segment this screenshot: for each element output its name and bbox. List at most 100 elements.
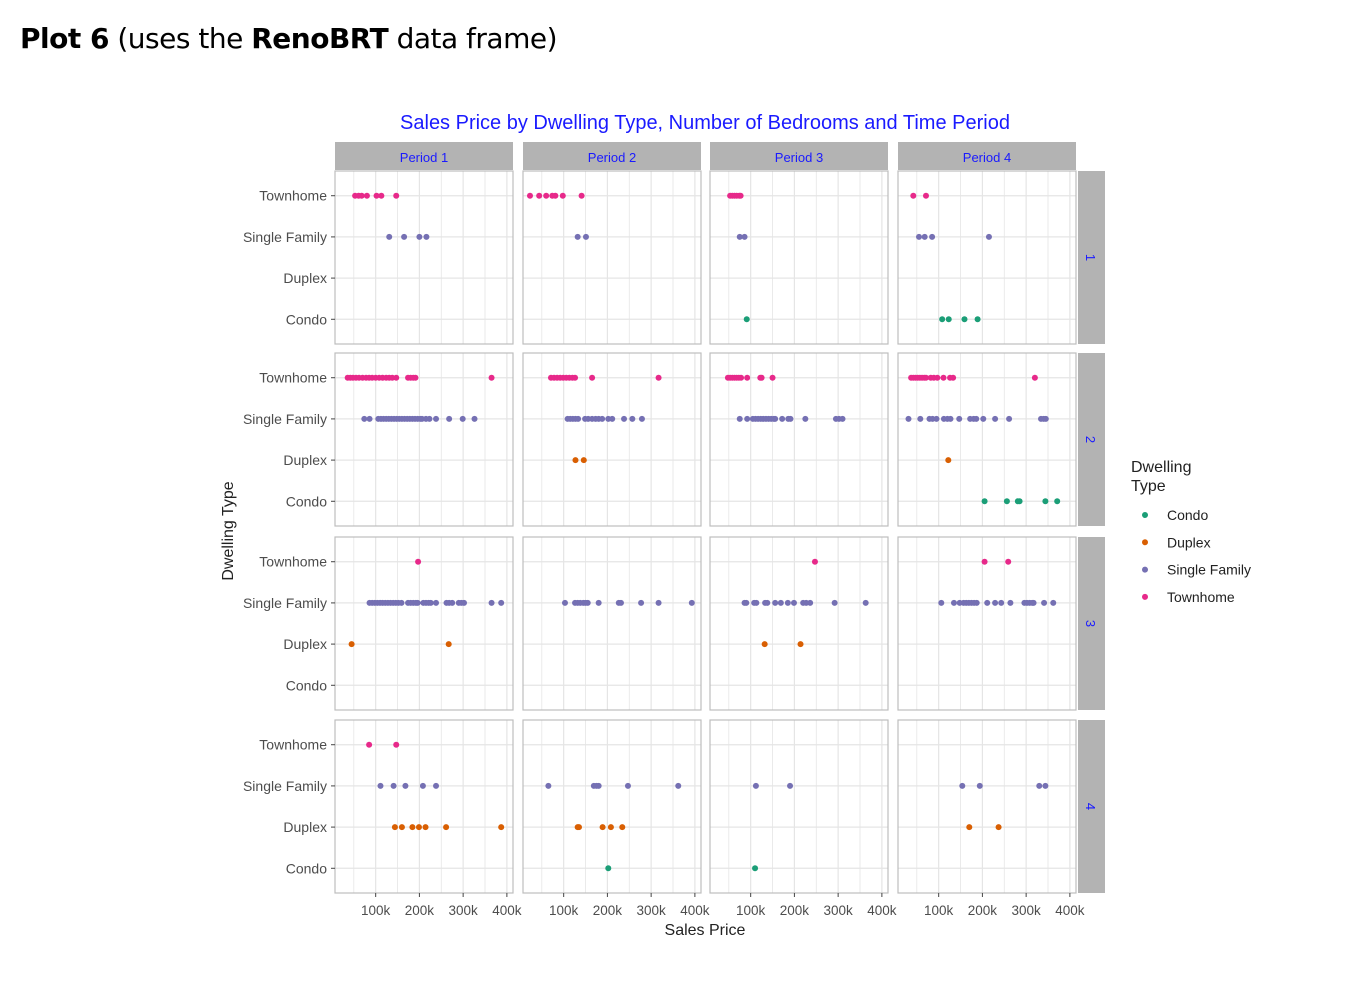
data-point-duplex [348, 641, 355, 648]
x-tick-label: 100k [736, 903, 766, 918]
x-tick-label: 200k [968, 903, 998, 918]
data-point-condo [743, 316, 750, 323]
data-point-single-family [839, 415, 846, 422]
data-point-townhome [393, 374, 400, 381]
facet-strip-bedrooms [1078, 720, 1105, 893]
data-point-duplex [572, 457, 579, 464]
data-point-single-family [446, 415, 453, 422]
data-point-townhome [373, 192, 380, 199]
data-point-condo [1016, 498, 1023, 505]
data-point-duplex [945, 457, 952, 464]
facet-label-bedrooms: 3 [1083, 620, 1098, 627]
legend-title: Dwelling [1131, 459, 1191, 476]
chart-title: Sales Price by Dwelling Type, Number of … [400, 112, 1010, 134]
data-point-single-family [779, 415, 786, 422]
y-tick-label: Single Family [243, 595, 327, 611]
panel-border [709, 719, 889, 894]
data-point-single-family [617, 599, 624, 606]
data-point-single-family [753, 599, 760, 606]
data-point-single-family [1007, 599, 1014, 606]
data-point-duplex [607, 824, 614, 831]
data-point-single-family [807, 599, 814, 606]
data-point-single-family [575, 415, 582, 422]
x-tick-label: 300k [637, 903, 667, 918]
panel-background [335, 171, 513, 344]
data-point-townhome [393, 741, 400, 748]
data-point-townhome [589, 374, 596, 381]
y-tick-label: Duplex [283, 270, 327, 286]
data-point-single-family [1042, 415, 1049, 422]
panel-background [710, 171, 888, 344]
data-point-single-family [582, 233, 589, 240]
data-point-townhome [363, 192, 370, 199]
data-point-single-family [584, 599, 591, 606]
data-point-single-family [973, 415, 980, 422]
data-point-single-family [764, 599, 771, 606]
data-point-townhome [738, 374, 745, 381]
data-point-single-family [772, 599, 779, 606]
panel-border [522, 536, 702, 711]
data-point-single-family [433, 599, 440, 606]
data-point-single-family [488, 599, 495, 606]
x-tick-label: 100k [361, 903, 391, 918]
data-point-single-family [787, 782, 794, 789]
data-point-townhome [910, 192, 917, 199]
data-point-townhome [934, 374, 941, 381]
data-point-single-family [929, 233, 936, 240]
data-point-single-family [736, 415, 743, 422]
facet-label-bedrooms: 4 [1083, 803, 1098, 810]
data-point-single-family [377, 782, 384, 789]
data-point-single-family [390, 782, 397, 789]
data-point-single-family [950, 599, 957, 606]
facet-strip-bedrooms [1078, 537, 1105, 710]
legend-label: Condo [1167, 507, 1208, 523]
panel-border [709, 536, 889, 711]
y-tick-label: Single Family [243, 411, 327, 427]
data-point-townhome [526, 192, 533, 199]
data-point-townhome [412, 374, 419, 381]
legend-key [1142, 593, 1148, 600]
data-point-single-family [976, 782, 983, 789]
data-point-single-family [574, 233, 581, 240]
data-point-single-family [736, 233, 743, 240]
x-tick-label: 400k [492, 903, 522, 918]
panel-border [522, 719, 702, 894]
data-point-condo [939, 316, 946, 323]
data-point-single-family [915, 233, 922, 240]
panel-border [897, 170, 1077, 345]
data-point-townhome [578, 192, 585, 199]
legend-key [1142, 539, 1148, 546]
data-point-duplex [619, 824, 626, 831]
heading-text-end: data frame) [388, 22, 558, 55]
panel-background [710, 720, 888, 893]
data-point-condo [752, 865, 759, 872]
data-point-townhome [1005, 558, 1012, 565]
data-point-single-family [772, 415, 779, 422]
data-point-condo [1054, 498, 1061, 505]
data-point-duplex [409, 824, 416, 831]
panel-border [334, 536, 514, 711]
data-point-single-family [561, 599, 568, 606]
panel-background [710, 537, 888, 710]
panel-background [898, 171, 1076, 344]
data-point-duplex [498, 824, 505, 831]
data-point-duplex [599, 824, 606, 831]
data-point-duplex [443, 824, 450, 831]
data-point-condo [961, 316, 968, 323]
data-point-condo [945, 316, 952, 323]
data-point-single-family [427, 599, 434, 606]
data-point-single-family [831, 599, 838, 606]
data-point-townhome [940, 374, 947, 381]
data-point-single-family [398, 599, 405, 606]
x-tick-label: 300k [449, 903, 479, 918]
panel-background [898, 353, 1076, 526]
data-point-single-family [752, 782, 759, 789]
data-point-single-family [414, 599, 421, 606]
legend-label: Townhome [1167, 589, 1235, 605]
data-point-townhome [378, 192, 385, 199]
data-point-single-family [1036, 782, 1043, 789]
data-point-duplex [422, 824, 429, 831]
x-tick-label: 100k [549, 903, 579, 918]
